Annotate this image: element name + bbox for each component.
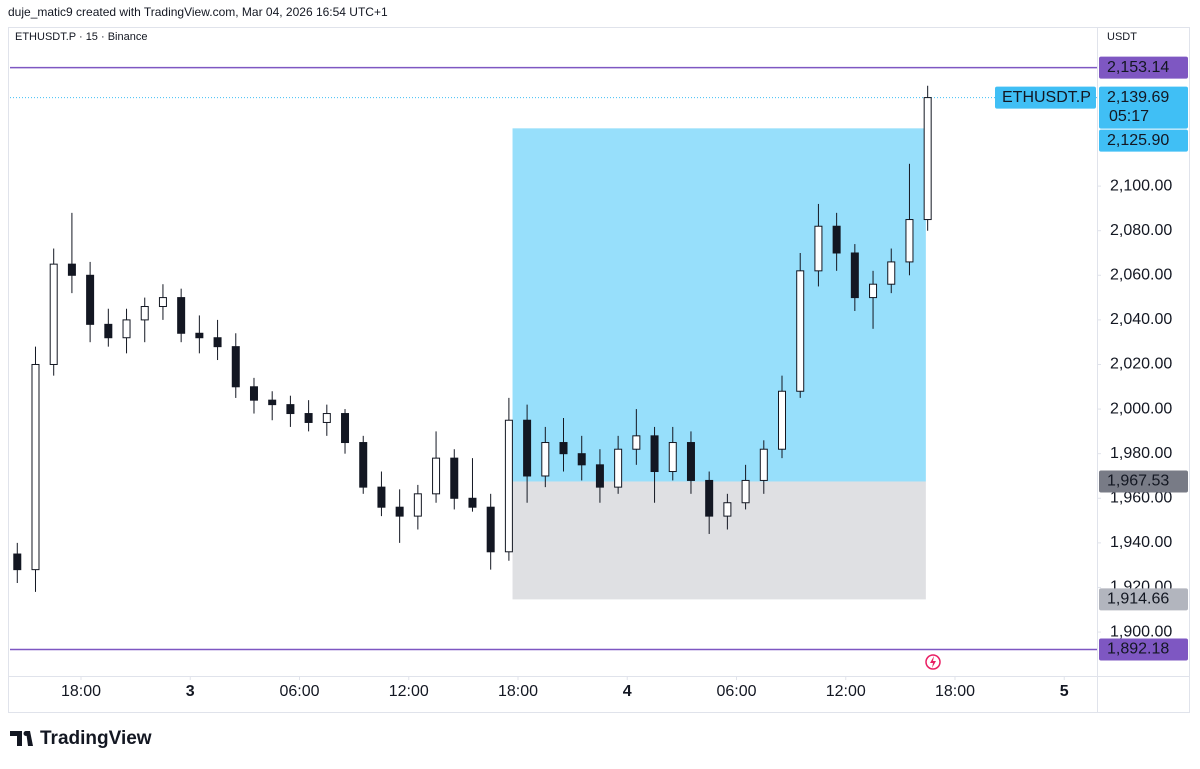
candle-body (304, 413, 313, 423)
candle-body (832, 225, 841, 254)
x-tick-label: 3 (186, 683, 195, 700)
y-tick-label: 2,020.00 (1110, 356, 1172, 373)
x-tick-label: 12:00 (389, 683, 429, 700)
candle-body (268, 399, 277, 406)
candle-body (86, 274, 95, 325)
y-tick-label: 1,940.00 (1110, 534, 1172, 551)
candle-body (31, 363, 40, 571)
candle-body (377, 486, 386, 508)
candle-body (486, 506, 495, 553)
credit: duje_matic9 created with TradingView.com… (8, 5, 388, 19)
y-tick-label: 2,080.00 (1110, 222, 1172, 239)
entry-tag-label: 1,967.53 (1107, 473, 1169, 490)
loss-zone (512, 481, 926, 600)
candle-body (195, 332, 204, 339)
candle-body (13, 553, 22, 571)
stop-tag (1099, 588, 1188, 611)
candle-body (359, 442, 368, 488)
candle-body (686, 442, 695, 481)
candle-body (723, 502, 732, 517)
currency: USDT (1107, 31, 1137, 43)
candle-body (541, 442, 550, 477)
target-tag-label: 2,125.90 (1107, 132, 1169, 149)
candle-body (632, 435, 641, 450)
last-price-tag (1099, 86, 1188, 129)
candle-body (759, 448, 768, 481)
line-price-tag-label: 2,153.14 (1107, 59, 1169, 76)
candle-body (158, 297, 167, 308)
candle-body (668, 442, 677, 473)
last-price-label: 2,139.69 (1107, 89, 1169, 106)
stop-tag-label: 1,914.66 (1107, 591, 1169, 608)
candle-body (122, 319, 131, 339)
candle-body (778, 390, 787, 450)
candle-body (614, 448, 623, 488)
symbol-tag (995, 86, 1096, 109)
line-price-tag-label: 1,892.18 (1107, 641, 1169, 658)
candle-body (49, 263, 58, 365)
candle-body (432, 457, 441, 495)
profit-zone (512, 128, 926, 482)
line-price-tag (1099, 638, 1188, 661)
y-tick-label: 2,000.00 (1110, 400, 1172, 417)
candle-body (595, 464, 604, 488)
candle-body (67, 263, 76, 276)
brand: TradingView (40, 728, 152, 749)
x-tick-label: 18:00 (498, 683, 538, 700)
alert-icon[interactable] (925, 654, 941, 670)
candle-body (468, 497, 477, 508)
tradingview-logo (10, 731, 33, 746)
candle-body (650, 435, 659, 473)
candle-body (923, 97, 932, 221)
x-tick-label: 12:00 (826, 683, 866, 700)
candle-body (140, 306, 149, 321)
y-tick-label: 1,900.00 (1110, 623, 1172, 640)
symbol-tag-label: ETHUSDT.P (1002, 89, 1091, 106)
frame (8, 27, 1190, 713)
candle-body (450, 457, 459, 499)
candle-body (213, 337, 222, 348)
candle-body (286, 404, 295, 415)
x-tick-label: 18:00 (61, 683, 101, 700)
candle-body (796, 270, 805, 392)
candle-body (905, 219, 914, 263)
candle-body (869, 283, 878, 299)
candle-body (249, 386, 258, 401)
candle-body (814, 225, 823, 272)
candle-body (705, 479, 714, 517)
y-tick-label: 1,980.00 (1110, 445, 1172, 462)
candle-body (231, 346, 240, 388)
candle-body (322, 413, 331, 423)
x-tick-label: 5 (1060, 683, 1069, 700)
candle-body (504, 419, 513, 553)
candle-body (559, 442, 568, 455)
candle-body (177, 297, 186, 334)
candle-body (341, 413, 350, 444)
axes: 1,900.001,920.001,940.001,960.001,980.00… (61, 177, 1172, 700)
line-price-tag (1099, 56, 1188, 79)
candle-body (104, 323, 113, 339)
x-tick-label: 06:00 (716, 683, 756, 700)
x-tick-label: 06:00 (279, 683, 319, 700)
countdown: 05:17 (1109, 108, 1149, 125)
candle-body (577, 453, 586, 466)
candle-body (395, 506, 404, 517)
x-tick-label: 18:00 (935, 683, 975, 700)
plot (10, 85, 1097, 600)
candle-body (413, 493, 422, 517)
candle-body (850, 252, 859, 299)
y-tick-label: 1,960.00 (1110, 489, 1172, 506)
entry-tag (1099, 470, 1188, 493)
y-tick-label: 2,100.00 (1110, 177, 1172, 194)
candle-body (741, 479, 750, 504)
candle-body (523, 419, 532, 477)
x-tick-label: 4 (623, 683, 632, 700)
candle-body (887, 261, 896, 285)
y-tick-label: 2,060.00 (1110, 267, 1172, 284)
y-tick-label: 2,040.00 (1110, 311, 1172, 328)
target-tag (1099, 129, 1188, 152)
symbol-info: ETHUSDT.P · 15 · Binance (15, 31, 147, 43)
